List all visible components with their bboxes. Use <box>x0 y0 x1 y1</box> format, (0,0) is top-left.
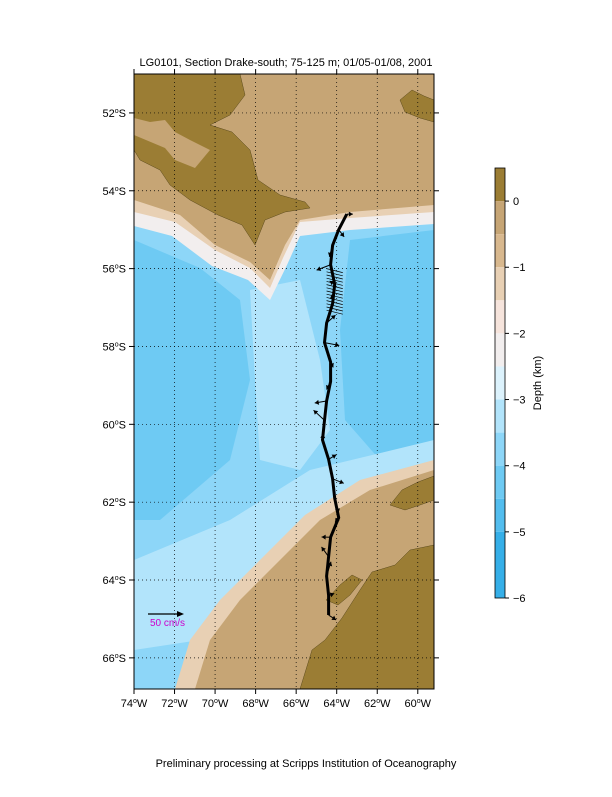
lon-tick-label: 70oW <box>202 698 229 710</box>
colorbar-band <box>495 234 505 267</box>
colorbar-band <box>495 433 505 466</box>
lon-tick-label: 60oW <box>405 698 432 710</box>
colorbar-tick-label: −1 <box>513 262 526 274</box>
lon-tick-label: 66oW <box>283 698 310 710</box>
colorbar-band <box>495 300 505 333</box>
depth-colorbar: 0 −1 −2 −3 −4 −5 −6 Depth (km) <box>495 168 544 605</box>
lat-tick-label: 52oS <box>103 108 127 120</box>
velocity-scale: 50 cm/s <box>148 611 185 629</box>
lat-tick-label: 54oS <box>103 186 127 198</box>
colorbar-band <box>495 366 505 399</box>
colorbar-band <box>495 532 505 598</box>
deep-basin-east <box>340 230 434 460</box>
lon-tick-label: 74oW <box>121 698 148 710</box>
figure-title: LG0101, Section Drake-south; 75-125 m; 0… <box>140 57 433 69</box>
lat-tick-label: 60oS <box>103 419 127 431</box>
lon-tick-label: 72oW <box>161 698 188 710</box>
lon-tick-label: 64oW <box>323 698 350 710</box>
colorbar-tick-label: −6 <box>513 593 526 605</box>
lon-tick-label: 68oW <box>242 698 269 710</box>
colorbar-band <box>495 168 505 201</box>
lat-tick-label: 58oS <box>103 341 127 353</box>
colorbar-tick-label: −5 <box>513 527 526 539</box>
bathymetry-map <box>134 74 434 689</box>
lat-tick-label: 62oS <box>103 497 127 509</box>
footer-text: Preliminary processing at Scripps Instit… <box>156 758 457 770</box>
colorbar-tick-label: 0 <box>513 196 519 208</box>
colorbar-band <box>495 466 505 499</box>
lat-tick-label: 66oS <box>103 653 127 665</box>
colorbar-band <box>495 333 505 366</box>
lon-tick-label: 62oW <box>364 698 391 710</box>
colorbar-tick-label: −2 <box>513 328 526 340</box>
colorbar-tick-label: −4 <box>513 461 526 473</box>
colorbar-band <box>495 201 505 234</box>
colorbar-label: Depth (km) <box>532 356 544 410</box>
colorbar-band <box>495 400 505 433</box>
lat-tick-label: 64oS <box>103 575 127 587</box>
colorbar-band <box>495 499 505 532</box>
lat-tick-label: 56oS <box>103 264 127 276</box>
colorbar-tick-label: −3 <box>513 395 526 407</box>
scale-label: 50 cm/s <box>150 618 185 629</box>
colorbar-band <box>495 267 505 300</box>
